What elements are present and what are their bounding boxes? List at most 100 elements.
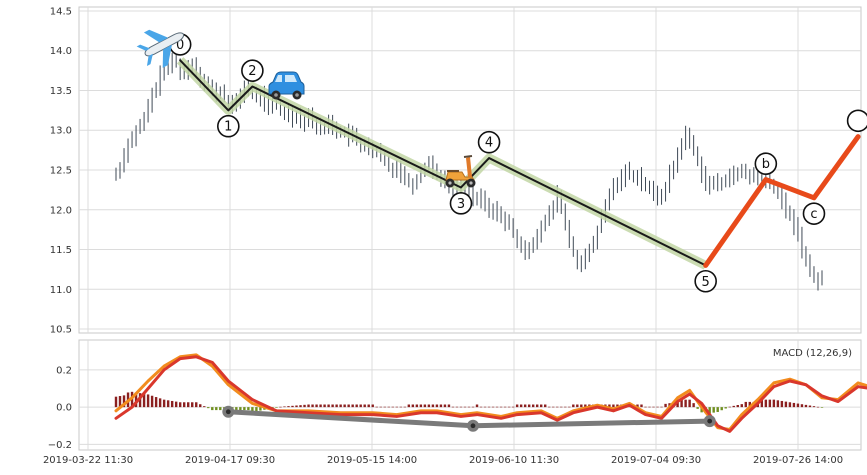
macd-histogram-bar xyxy=(118,396,122,408)
wave-label-text: 4 xyxy=(485,136,493,151)
macd-histogram-bar xyxy=(495,406,499,408)
macd-histogram-bar xyxy=(636,404,639,408)
macd-histogram-bar xyxy=(804,404,808,408)
macd-histogram-bar xyxy=(467,406,471,408)
macd-histogram-bar xyxy=(162,399,166,408)
macd-divergence-point-center xyxy=(470,423,476,429)
macd-histogram-bar xyxy=(568,406,571,408)
macd-histogram-bar xyxy=(660,406,663,408)
price-y-tick-label: 12.0 xyxy=(50,205,72,216)
car-icon xyxy=(268,71,305,100)
macd-histogram-bar xyxy=(114,396,118,408)
macd-histogram-bar xyxy=(572,404,575,408)
macd-histogram-bar xyxy=(507,406,511,408)
macd-histogram-bar xyxy=(283,406,286,408)
macd-histogram-bar xyxy=(291,405,294,408)
macd-histogram-bar xyxy=(616,404,619,408)
macd-x-tick-label: 2019-07-04 09:30 xyxy=(611,455,701,466)
macd-histogram-bar xyxy=(154,397,158,408)
macd-lines xyxy=(114,353,867,433)
macd-histogram-bar xyxy=(463,406,467,408)
macd-histogram-bar xyxy=(800,404,804,408)
price-waves xyxy=(176,57,861,270)
macd-histogram-bar xyxy=(732,405,735,408)
macd-histogram-bar xyxy=(303,404,306,408)
wave-label-circle xyxy=(754,152,778,176)
macd-histogram-bar xyxy=(403,406,407,408)
macd-histogram-bar xyxy=(275,407,278,408)
macd-histogram-bar xyxy=(519,404,523,408)
macd-histogram-bar xyxy=(700,407,703,413)
macd-histogram-bar xyxy=(387,406,390,408)
macd-histogram-bar xyxy=(580,404,583,408)
price-wave-labels: 0 1 2 3 4 5 b c xyxy=(168,33,867,293)
price-y-tick-label: 10.5 xyxy=(50,325,72,336)
macd-histogram-bar xyxy=(784,401,788,408)
macd-histogram-bar xyxy=(560,406,563,408)
macd-histogram-bar xyxy=(146,394,150,408)
macd-divergence-point-center xyxy=(225,409,231,415)
macd-histogram-bar xyxy=(251,407,254,413)
macd-histogram-bar xyxy=(808,405,812,408)
macd-histogram-bar xyxy=(319,404,322,408)
macd-histogram-bar xyxy=(431,404,435,408)
wave-label-text: b xyxy=(762,157,770,172)
macd-histogram-bar xyxy=(395,406,398,408)
macd-histogram-bar xyxy=(411,404,415,408)
macd-histogram-bar xyxy=(187,402,190,408)
macd-histogram-bar xyxy=(427,404,431,408)
macd-histogram-bar xyxy=(483,406,487,408)
macd-histogram-bar xyxy=(379,406,382,408)
macd-histogram-bar xyxy=(540,404,543,408)
macd-histogram-bar xyxy=(351,404,354,408)
wave-line xyxy=(703,134,861,268)
macd-histogram-bar xyxy=(311,404,314,408)
macd-histogram-bar xyxy=(367,404,370,408)
macd-histogram-bar xyxy=(708,407,711,414)
macd-histogram-bar xyxy=(712,407,715,413)
signal-line xyxy=(114,355,867,433)
macd-x-tick-label: 2019-06-10 11:30 xyxy=(469,455,559,466)
macd-histogram-bar xyxy=(680,399,683,408)
macd-histogram-bar xyxy=(728,406,731,408)
price-y-tick-label: 12.5 xyxy=(50,166,72,177)
macd-legend-label: MACD (12,26,9) xyxy=(773,348,852,359)
macd-y-tick-label: 0.0 xyxy=(56,403,72,414)
wave-label-circle xyxy=(241,59,264,82)
macd-histogram-bar xyxy=(299,405,302,408)
macd-histogram-bar xyxy=(287,406,290,408)
macd-histogram-bar xyxy=(347,404,350,408)
macd-histogram-bar xyxy=(736,405,739,408)
macd-histogram-bar xyxy=(355,404,358,408)
wave-label-text: 5 xyxy=(702,275,710,290)
macd-histogram-bar xyxy=(612,404,615,408)
macd-histogram-bar xyxy=(215,407,218,411)
macd-histogram-bar xyxy=(768,399,772,408)
price-y-ticks: 10.5 11.0 11.5 12.0 12.5 13.0 13.5 14.0 14.5 xyxy=(50,6,72,335)
airplane-icon xyxy=(136,29,185,68)
macd-histogram-bar xyxy=(435,404,439,408)
macd-histogram-bar xyxy=(295,405,298,408)
macd-histogram-bar xyxy=(556,406,559,408)
macd-histogram-bar xyxy=(523,404,527,408)
macd-histogram-bar xyxy=(724,407,727,409)
macd-x-tick-label: 2019-05-15 14:00 xyxy=(327,455,417,466)
scooter-icon xyxy=(445,155,476,188)
macd-histogram-bar xyxy=(407,404,411,408)
macd-histogram-bar xyxy=(134,392,138,408)
wave-label-circle xyxy=(217,114,240,138)
macd-histogram-bar xyxy=(371,404,374,408)
wave-line xyxy=(179,59,707,267)
macd-histogram-bar xyxy=(383,406,386,408)
macd-histogram-bar xyxy=(692,403,695,408)
macd-histogram-bar xyxy=(552,406,555,408)
macd-histogram-bar xyxy=(195,402,198,408)
macd-histogram-bar xyxy=(527,404,531,408)
macd-histogram-bar xyxy=(315,404,318,408)
macd-histogram-bar xyxy=(584,404,587,408)
macd-histogram-bar xyxy=(439,404,443,408)
wave-label-text: 0 xyxy=(176,38,184,53)
macd-histogram-bar xyxy=(327,404,330,408)
